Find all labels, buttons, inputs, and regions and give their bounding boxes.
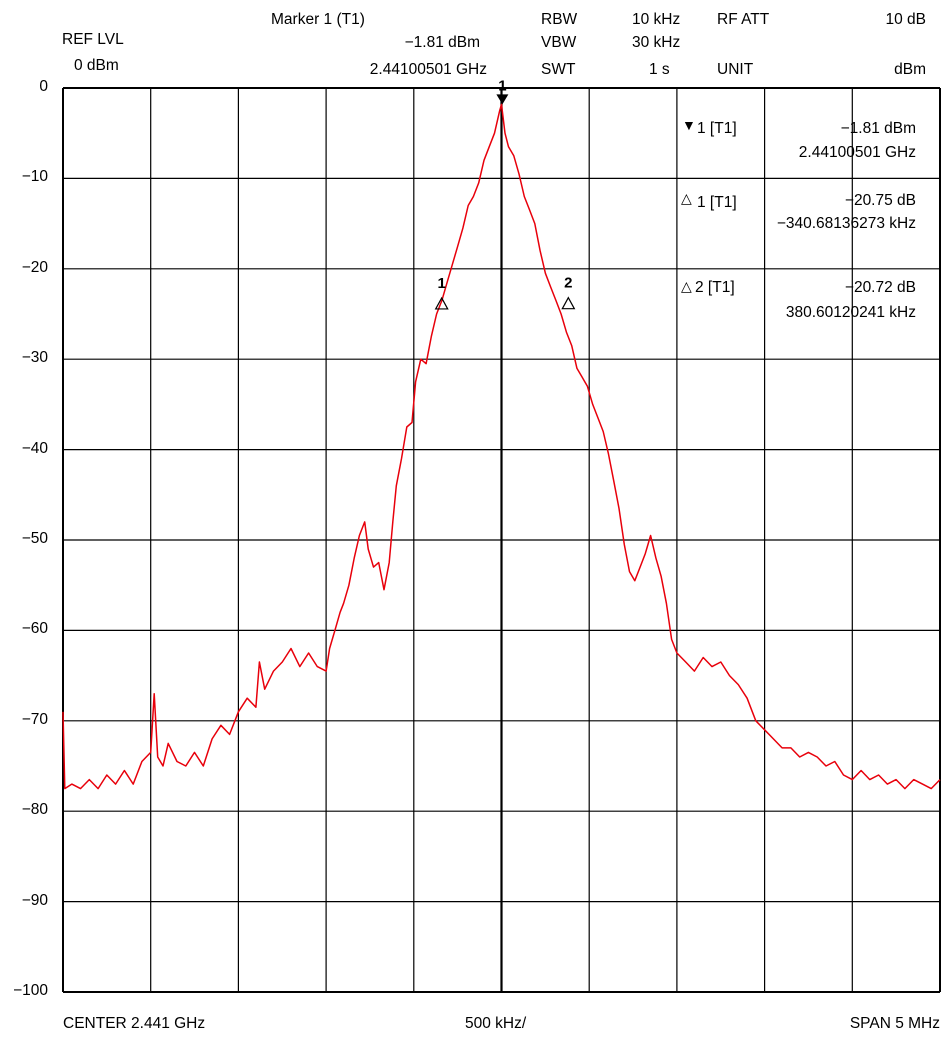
marker-frequency: 2.44100501 GHz	[369, 61, 487, 78]
delta-marker-1-triangle	[434, 296, 449, 310]
plot-grid	[62, 87, 941, 993]
y-tick-label: −90	[21, 891, 48, 909]
marker-panel-1-symbol: ▼	[682, 117, 696, 133]
marker-1-label: 1	[498, 77, 506, 94]
division-width: 500 kHz/	[465, 1015, 527, 1032]
spectrum-trace	[62, 103, 941, 790]
swt-label: SWT	[541, 61, 576, 78]
rf-att-value: 10 dB	[885, 11, 926, 28]
marker-title: Marker 1 (T1)	[271, 11, 365, 28]
swt-value: 1 s	[649, 61, 670, 78]
marker-panel-2-value: −20.75 dB	[844, 192, 916, 209]
y-tick-label: −100	[13, 982, 48, 999]
span: SPAN 5 MHz	[849, 1015, 940, 1032]
y-tick-label: −30	[21, 349, 48, 367]
rf-att-label: RF ATT	[717, 11, 770, 28]
rbw-value: 10 kHz	[632, 11, 681, 28]
marker-panel-3-value: −20.72 dB	[844, 279, 916, 296]
delta-marker-2-label: 2	[564, 275, 572, 292]
marker-panel-2-label: 1 [T1]	[697, 194, 737, 211]
marker-panel-3-sub: 380.60120241 kHz	[785, 304, 916, 321]
y-tick-label: −10	[21, 168, 48, 186]
marker-panel-3-label: 2 [T1]	[695, 279, 735, 296]
trace-layer	[62, 103, 941, 790]
unit-label: UNIT	[717, 61, 754, 78]
marker-panel-3-symbol: △	[681, 278, 692, 294]
rbw-label: RBW	[541, 11, 578, 28]
delta-marker-2-triangle	[561, 296, 576, 310]
marker-level: −1.81 dBm	[404, 34, 480, 51]
y-tick-label: −20	[21, 258, 48, 276]
center-frequency: CENTER 2.441 GHz	[63, 1015, 206, 1032]
vbw-value: 30 kHz	[632, 34, 681, 51]
y-tick-label: −60	[21, 620, 48, 638]
y-tick-label: −40	[21, 439, 48, 457]
marker-layer: 1 1 2	[434, 77, 576, 310]
y-tick-label: −70	[21, 710, 48, 728]
marker-panel-1-value: −1.81 dBm	[840, 120, 916, 137]
marker-panel-2-symbol: △	[681, 190, 692, 206]
marker-panel-2-sub: −340.68136273 kHz	[776, 215, 916, 232]
delta-marker-1-label: 1	[438, 275, 446, 292]
ref-level-value: 0 dBm	[74, 57, 119, 74]
marker-1-triangle	[496, 94, 509, 105]
y-tick-label: 0	[39, 78, 48, 95]
y-tick-label: −50	[21, 530, 48, 547]
marker-panel-1-sub: 2.44100501 GHz	[798, 144, 916, 161]
marker-panel-1-label: 1 [T1]	[697, 120, 737, 137]
ref-level-label: REF LVL	[62, 31, 124, 48]
vbw-label: VBW	[541, 34, 577, 51]
y-tick-label: −80	[21, 801, 48, 819]
unit-value: dBm	[894, 61, 926, 78]
